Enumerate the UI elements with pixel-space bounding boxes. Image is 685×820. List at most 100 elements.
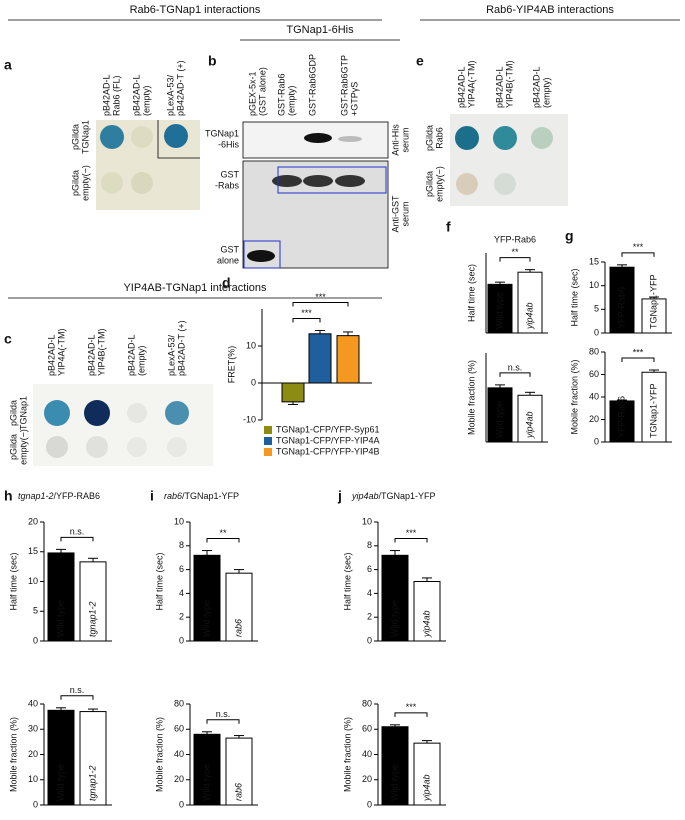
row-label: Rab6 — [434, 127, 444, 149]
significance-label: ** — [219, 528, 227, 538]
column-label: YIP4B(-TM) — [504, 60, 514, 108]
bar-label: yip4ab — [524, 411, 534, 439]
panel-letter: h — [4, 488, 13, 504]
y-tick-label: 40 — [362, 749, 372, 759]
bar — [609, 266, 635, 334]
significance-bracket — [621, 252, 655, 257]
band-label: alone — [217, 255, 239, 265]
blot-band — [304, 133, 332, 143]
band-label: GST — [220, 244, 239, 254]
y-tick-label: 2 — [367, 612, 372, 622]
significance-bracket — [292, 301, 349, 307]
bar-label: TGNap1-YFP — [648, 274, 658, 329]
y-axis-label: Mobile fraction (%) — [342, 717, 352, 792]
serum-label: Anti-GST — [390, 195, 400, 233]
significance-label: n.s. — [216, 709, 231, 719]
bar-label: Wild type — [389, 764, 399, 801]
row-label: pGilda — [424, 125, 434, 151]
title-part: yip4ab — [351, 491, 379, 501]
bar-label: YFP-Rab6 — [616, 396, 626, 438]
yeast-spot — [44, 400, 70, 426]
y-tick-label: 10 — [362, 516, 372, 526]
yeast-spot — [127, 403, 147, 423]
bar — [641, 298, 667, 334]
bar — [225, 737, 253, 806]
y-axis-label: Half time (sec) — [466, 264, 476, 322]
y-tick-label: 0 — [179, 799, 184, 809]
yeast-spot — [131, 126, 153, 148]
column-label: (empty) — [136, 345, 146, 376]
y-axis-label: Mobile fraction (%) — [154, 717, 164, 792]
column-label: YIP4A(-TM) — [466, 60, 476, 108]
yeast-spot — [131, 172, 153, 194]
bar — [517, 271, 543, 334]
y-tick-label: 80 — [174, 698, 184, 708]
yeast-spot — [164, 124, 188, 148]
yeast-spot — [167, 437, 187, 457]
bar-label: Wild type — [55, 600, 65, 637]
yeast-spot — [456, 173, 478, 195]
y-tick-label: 5 — [33, 606, 38, 616]
significance-label: n.s. — [70, 527, 85, 537]
bar-label: YFP-Rab6 — [616, 287, 626, 329]
significance-label: n.s. — [70, 685, 85, 695]
significance-bracket — [60, 695, 94, 700]
bar-label: yip4ab — [421, 610, 431, 638]
legend-swatch — [264, 448, 272, 456]
panel-letter: j — [337, 488, 342, 504]
y-tick-label: 20 — [174, 774, 184, 784]
yeast-spot — [101, 172, 123, 194]
significance-label: *** — [406, 702, 417, 712]
y-tick-label: 0 — [594, 436, 599, 446]
band-label: -Rabs — [215, 180, 240, 190]
y-tick-label: 60 — [174, 724, 184, 734]
significance-label: *** — [301, 308, 312, 318]
band-label: -6His — [218, 139, 240, 149]
blot-band — [335, 175, 365, 187]
y-tick-label: 4 — [179, 588, 184, 598]
column-label: YIP4B(-TM) — [96, 328, 106, 376]
row-label: TGNap1 — [80, 120, 90, 154]
column-label: pB42AD-T (+) — [176, 320, 186, 376]
y-tick-label: 8 — [179, 540, 184, 550]
blot-band — [272, 175, 302, 187]
yeast-spot — [165, 401, 189, 425]
bar-label: Wild type — [494, 292, 504, 329]
column-label: pB42AD-L — [531, 66, 541, 108]
row-label: empty(−) — [18, 429, 28, 465]
yeast-spot — [86, 436, 108, 458]
band-box — [277, 166, 387, 194]
y-tick-label: 0 — [594, 327, 599, 337]
panel-letter: g — [565, 228, 574, 244]
section-header: Rab6-TGNap1 interactions — [130, 4, 261, 16]
y-tick-label: 40 — [589, 391, 599, 401]
bar — [413, 581, 441, 642]
chart-title: yip4ab/TGNap1-YFP — [351, 491, 436, 501]
legend-label: TGNap1-CFP/YFP-Syp61 — [276, 424, 380, 434]
column-label: pB42AD-L — [456, 66, 466, 108]
column-label: GST-Rab6GTP — [339, 55, 349, 116]
bar-label: Wild type — [389, 600, 399, 637]
panel-letter: c — [4, 331, 12, 347]
y-axis-label: Mobile fraction (%) — [8, 717, 18, 792]
bar — [79, 561, 107, 642]
column-label: pB42AD-L — [101, 74, 111, 116]
y-tick-label: 2 — [179, 612, 184, 622]
chart-title: tgnap1-2/YFP-RAB6 — [18, 491, 100, 501]
bar — [308, 333, 332, 384]
significance-label: ** — [511, 247, 519, 257]
bar — [381, 726, 409, 806]
yeast-spot — [84, 400, 110, 426]
row-label: empty(−) — [434, 166, 444, 202]
y-tick-label: 30 — [28, 724, 38, 734]
significance-bracket — [206, 538, 240, 543]
significance-bracket — [621, 357, 655, 362]
y-tick-label: 6 — [367, 564, 372, 574]
y-axis-label: Mobile fraction (%) — [466, 360, 476, 435]
bar-label: Wild type — [494, 401, 504, 438]
y-tick-label: 15 — [28, 546, 38, 556]
section-header: Rab6-YIP4AB interactions — [486, 4, 614, 16]
bar-label: tgnap1-2 — [87, 765, 97, 801]
bar-label: rab6 — [233, 619, 243, 637]
y-tick-label: 0 — [367, 635, 372, 645]
